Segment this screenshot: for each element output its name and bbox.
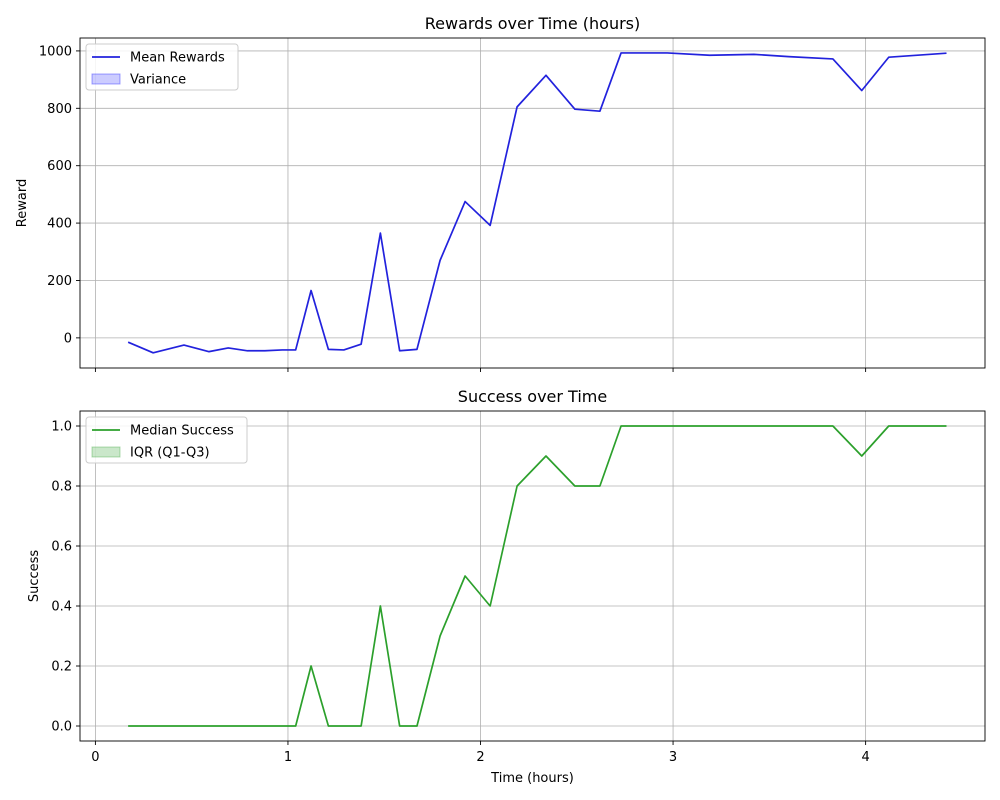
legend-swatch — [91, 73, 121, 85]
legend-box — [85, 43, 239, 91]
legend-label: Median Success — [130, 424, 234, 439]
plot-frame — [79, 37, 986, 369]
y-tick-label: 800 — [47, 102, 72, 117]
legend-label: Variance — [130, 73, 186, 88]
chart-panel-1: 0 1 2 3 4 0.0 0.2 0.4 0.6 0.8 1.0 Success over Time… — [27, 387, 986, 786]
x-tick-label: 4 — [861, 750, 869, 765]
y-tick-label: 0 — [64, 331, 72, 346]
y-tick-label: 0.4 — [51, 600, 72, 615]
legend: Median Success IQR (Q1-Q3) — [85, 416, 248, 464]
x-axis-label: Time (hours) — [490, 771, 574, 786]
legend-swatch — [91, 446, 121, 458]
y-tick-label: 400 — [47, 217, 72, 232]
legend-box — [85, 416, 248, 464]
y-tick-label: 0.2 — [51, 660, 72, 675]
chart-title: Success over Time — [458, 387, 607, 406]
chart-title: Rewards over Time (hours) — [425, 14, 640, 33]
legend-label: IQR (Q1-Q3) — [130, 446, 210, 461]
y-tick-label: 0.6 — [51, 540, 72, 555]
x-tick-label: 3 — [669, 750, 677, 765]
series-line-0 — [128, 425, 947, 727]
legend-label: Mean Rewards — [130, 51, 225, 66]
legend: Mean Rewards Variance — [85, 43, 239, 91]
y-axis-label: Success — [27, 550, 42, 603]
series-line-0 — [127, 52, 947, 354]
y-tick-label: 0.8 — [51, 480, 72, 495]
y-tick-label: 1000 — [39, 44, 72, 59]
y-axis-label: Reward — [15, 179, 30, 227]
y-tick-label: 0.0 — [51, 720, 72, 735]
plot-frame — [79, 410, 986, 742]
y-tick-label: 200 — [47, 274, 72, 289]
x-tick-label: 1 — [284, 750, 292, 765]
chart-panel-0: 0 200 400 600 800 1000 Rewards over Time (hour… — [15, 14, 986, 372]
y-tick-label: 1.0 — [51, 420, 72, 435]
x-tick-label: 0 — [91, 750, 99, 765]
y-tick-label: 600 — [47, 159, 72, 174]
x-tick-label: 2 — [476, 750, 484, 765]
